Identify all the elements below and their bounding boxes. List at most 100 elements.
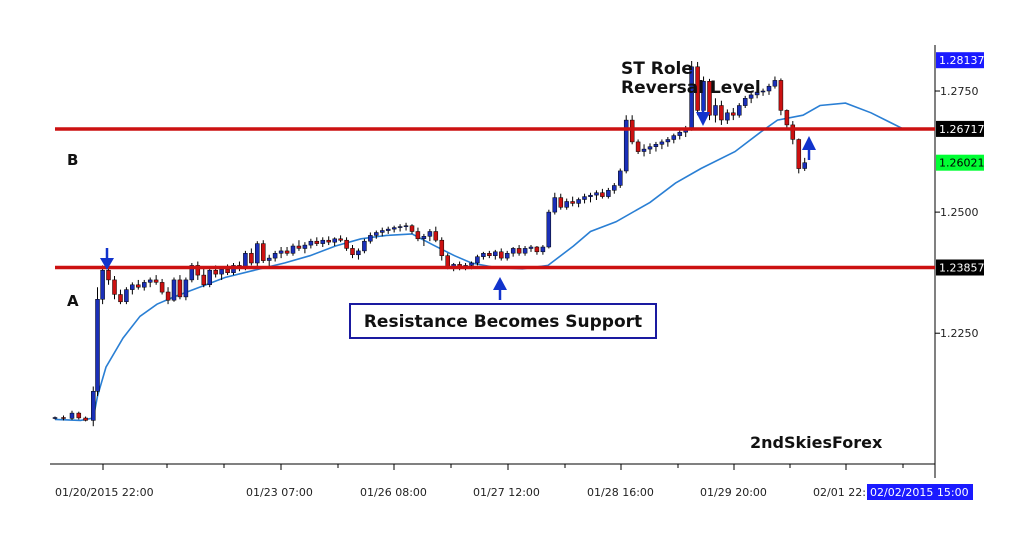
st-role-line1: ST Role [621,59,693,79]
candle [195,261,201,280]
price-tag-top: 1.28137 [936,52,985,69]
candle-body [368,235,373,242]
candle [481,251,486,260]
candle-body [576,199,581,204]
candle-body [249,253,254,264]
candle [421,233,427,247]
candle-body [618,170,623,186]
candle-body [695,66,700,111]
candle [302,242,308,254]
candle-body [725,112,730,121]
candle-body [380,230,385,233]
candle [385,226,391,234]
candle [707,78,712,121]
candle-body [469,262,474,266]
price-tag-label: 1.26717 [939,123,985,136]
candle [659,139,665,150]
x-tick-label: 02/01 22: [813,486,866,499]
candle-body [522,248,528,254]
x-tick-label: 01/29 20:00 [700,486,767,499]
candle [332,237,337,247]
candle [136,279,141,290]
candle [772,76,778,89]
candle-body [754,91,760,96]
candle [671,133,677,144]
candle-body [546,211,552,248]
candle [320,237,326,247]
candle-body [737,105,742,116]
price-tag-label: 1.23857 [939,262,985,275]
x-tick-label: 01/28 16:00 [587,486,654,499]
candle [255,241,260,268]
candle-body [83,417,88,421]
candle [356,248,361,260]
candle [415,227,421,242]
candle-body [540,246,546,253]
moving-average-line [54,102,906,422]
candle-body [403,225,409,227]
candle [201,267,207,288]
candle [266,254,272,268]
candle-body [659,141,665,145]
candle [124,287,129,305]
candle-body [183,279,189,298]
candle-body [91,391,96,421]
price-tag-bg [936,259,984,276]
candle-body [588,194,593,197]
price-tag-bg [936,120,984,137]
candle [546,209,552,249]
candle-body [332,238,337,243]
candle-body [397,226,403,228]
candle-body [475,256,480,264]
candle-body [261,243,266,261]
current-time-label: 02/02/2015 15:00 [870,486,969,499]
x-tick-label: 01/20/2015 22:00 [55,486,154,499]
candle [83,416,88,422]
candle [528,245,534,252]
callout-text: Resistance Becomes Support [364,312,642,332]
candle [790,121,796,145]
candle-body [707,81,712,116]
x-tick-label: 01/23 07:00 [246,486,313,499]
candle [534,246,540,255]
candle-body [647,146,653,150]
candle [754,90,760,99]
candle-body [760,90,766,93]
candle [504,250,510,261]
candle [112,276,117,300]
candle [439,237,445,261]
candle [570,196,575,207]
candle-body [415,231,421,240]
candle-body [159,282,165,293]
candle-body [171,279,177,301]
candle-body [147,279,153,283]
candle [618,168,623,188]
candle-body [445,255,450,267]
candle-body [582,196,587,200]
candle [368,232,373,244]
candle-body [499,251,504,259]
candle [665,137,671,147]
candle-body [338,238,343,241]
candle-body [118,294,123,303]
candle [552,192,558,215]
candle-body [433,231,439,241]
current-time-bg [867,484,973,500]
candle-body [225,269,230,273]
candle-body [213,269,218,275]
candle [582,193,587,204]
candle [183,277,189,301]
resistance-support-callout: Resistance Becomes Support [349,303,657,339]
candle [731,107,736,121]
candle-body [784,110,790,126]
candle [600,188,605,199]
candle-body [796,139,802,169]
candle-body [130,284,135,290]
candle [510,246,516,257]
candle-body [201,274,207,286]
candle [796,138,802,174]
candle-body [195,265,201,276]
zone-label-b: B [67,151,78,169]
candle [784,109,790,130]
candle-body [296,245,302,249]
